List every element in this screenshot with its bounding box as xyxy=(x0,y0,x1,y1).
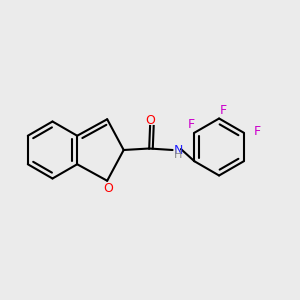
Text: O: O xyxy=(145,113,155,127)
Text: F: F xyxy=(254,125,261,138)
Text: H: H xyxy=(174,150,182,161)
Text: F: F xyxy=(220,103,227,117)
Text: F: F xyxy=(188,118,195,131)
Text: N: N xyxy=(174,143,184,157)
Text: O: O xyxy=(104,182,114,195)
